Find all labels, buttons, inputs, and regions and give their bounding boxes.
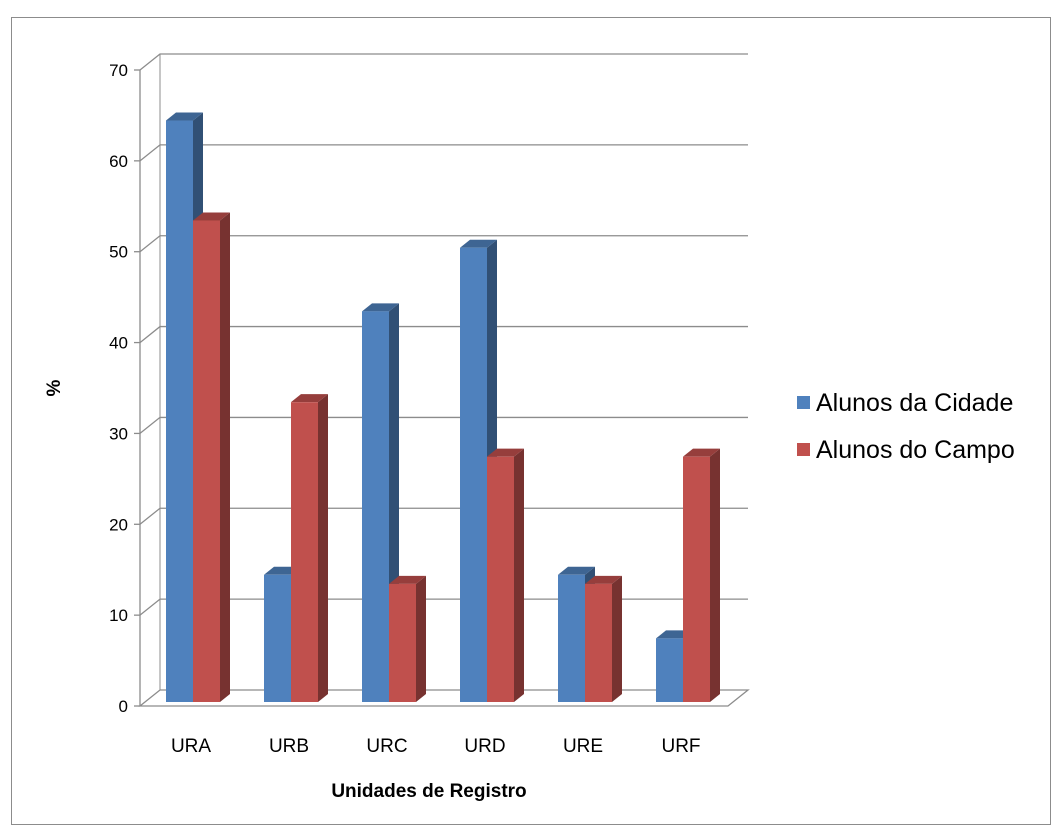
y-axis-ticks: 0 10 20 30 40 50 60 70 xyxy=(109,61,140,716)
bar xyxy=(291,394,328,702)
gridlines xyxy=(139,53,748,616)
x-tick-label: URC xyxy=(366,736,407,757)
bar xyxy=(193,212,230,702)
y-tick-label: 50 xyxy=(109,243,128,262)
legend-swatch xyxy=(797,443,810,456)
x-tick-label: URE xyxy=(563,736,603,757)
y-tick-label: 60 xyxy=(109,152,128,171)
y-axis-label: % xyxy=(44,379,65,396)
gridline xyxy=(139,507,748,525)
bar xyxy=(585,575,622,702)
x-tick-label: URF xyxy=(661,736,700,757)
legend: Alunos da Cidade Alunos do Campo xyxy=(797,389,1015,464)
bars xyxy=(166,112,720,702)
bar xyxy=(460,239,497,702)
gridline xyxy=(139,53,748,71)
legend-item: Alunos da Cidade xyxy=(797,389,1013,417)
bar xyxy=(389,575,426,702)
y-tick-label: 70 xyxy=(109,61,128,80)
x-tick-label: URA xyxy=(171,736,211,757)
gridline xyxy=(139,144,748,162)
bar xyxy=(683,448,720,702)
chart-walls xyxy=(138,54,750,707)
legend-item: Alunos do Campo xyxy=(797,436,1015,464)
x-axis-label: Unidades de Registro xyxy=(331,781,526,802)
bar xyxy=(487,448,524,702)
y-tick-label: 10 xyxy=(109,606,128,625)
gridline xyxy=(139,235,748,253)
gridline xyxy=(139,598,748,616)
x-tick-label: URD xyxy=(464,736,505,757)
legend-label: Alunos do Campo xyxy=(816,436,1015,464)
gridline xyxy=(139,325,748,344)
legend-label: Alunos da Cidade xyxy=(816,389,1013,417)
y-tick-label: 30 xyxy=(109,424,128,443)
y-tick-label: 40 xyxy=(109,334,128,353)
legend-swatch xyxy=(797,396,810,409)
x-tick-label: URB xyxy=(269,736,309,757)
gridline xyxy=(139,416,748,434)
y-tick-label: 20 xyxy=(109,515,128,534)
y-tick-label: 0 xyxy=(119,697,128,716)
chart-floor xyxy=(138,689,750,707)
x-axis-categories: URA URB URC URD URE URF xyxy=(171,736,701,757)
